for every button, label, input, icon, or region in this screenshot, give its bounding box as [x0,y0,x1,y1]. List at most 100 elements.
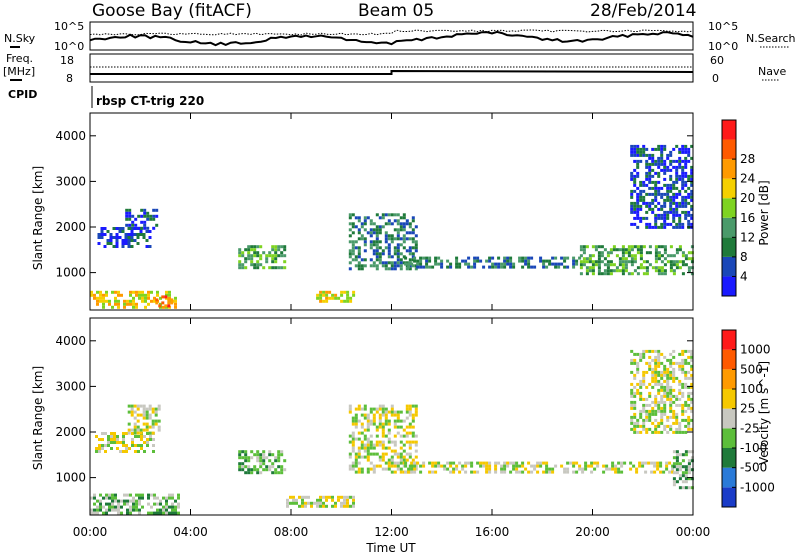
power-cell [690,165,694,169]
power-cell [461,259,465,263]
power-cell [378,216,382,220]
power-cell [428,259,432,263]
velocity-cell [390,404,394,408]
beam-title: Beam 05 [358,1,434,21]
power-cell [125,208,129,212]
power-cell [399,252,403,256]
velocity-region [404,461,675,474]
power-cell [636,248,640,252]
velocity-cell [633,430,637,434]
velocity-cell [684,468,688,472]
velocity-cell [142,407,146,411]
power-cell [663,225,667,229]
power-cell [351,213,355,217]
power-cell [548,259,552,263]
power-cell [663,251,667,255]
power-cell [663,192,667,196]
velocity-cell [687,465,691,469]
power-cell [375,246,379,250]
velocity-cell [515,470,519,474]
velocity-cell [539,464,543,468]
power-cell [159,302,162,306]
velocity-cell [123,499,126,503]
velocity-cell [139,404,143,408]
velocity-cell [684,385,688,389]
velocity-cell [653,464,657,468]
power-cell [621,254,625,258]
power-cell [126,302,129,306]
velocity-cell [129,508,132,512]
velocity-cell [482,464,486,468]
velocity-cell [494,467,498,471]
power-cell [103,227,107,230]
velocity-cell [384,446,388,450]
velocity-cell [274,468,278,472]
velocity-cell [524,467,528,471]
power-cell [280,254,284,258]
power-cell [384,237,388,241]
power-cell [467,256,471,260]
power-cell [96,290,99,294]
velocity-cell [93,508,96,512]
power-cell [657,213,661,217]
power-cell [675,177,679,181]
velocity-cell [390,440,394,444]
velocity-cell [378,464,382,468]
power-cell [669,263,673,267]
velocity-cell [122,450,125,453]
velocity-cell [675,361,679,365]
velocity-cell [301,504,304,508]
velocity-cell [681,418,685,422]
velocity-cell [378,416,382,420]
velocity-cell [653,470,657,474]
velocity-cell [414,440,418,444]
velocity-cell [387,437,391,441]
power-cell [645,260,649,264]
power-cell [566,256,570,260]
velocity-cell [669,415,673,419]
velocity-cell [142,410,146,414]
power-cell [585,266,589,270]
power-cell [669,260,673,264]
velocity-cell [654,394,658,398]
power-cell [440,265,444,269]
power-cell [594,260,598,264]
power-cell [402,234,406,238]
power-cell [684,189,688,193]
velocity-cell [687,424,691,428]
power-cell [651,207,655,211]
velocity-cell [611,461,615,465]
velocity-cell [687,361,691,365]
velocity-cell [642,406,646,410]
velocity-cell [378,407,382,411]
power-cell [387,249,391,253]
velocity-cell [322,504,325,508]
power-region [579,245,694,276]
velocity-cell [660,412,664,416]
velocity-cell [151,419,155,423]
power-cell [408,246,412,250]
power-cell [396,219,400,223]
velocity-cell [636,418,640,422]
power-cell [354,240,358,244]
velocity-cell [422,464,426,468]
velocity-cell [150,505,153,509]
velocity-cell [156,511,159,515]
power-cell [114,290,117,294]
velocity-cell [372,419,376,423]
freq-line [90,69,694,75]
power-cell [633,222,637,226]
velocity-cell [138,508,141,512]
power-cell [262,266,266,270]
power-cell [506,262,510,266]
power-cell [422,265,426,269]
power-cell [512,265,516,269]
velocity-cell [500,467,504,471]
power-cell [387,246,391,250]
velocity-cell [286,504,289,508]
velocity-cell [366,452,370,456]
velocity-cell [642,427,646,431]
velocity-cell [399,425,403,429]
power-cell [378,225,382,229]
velocity-cell [140,438,143,441]
